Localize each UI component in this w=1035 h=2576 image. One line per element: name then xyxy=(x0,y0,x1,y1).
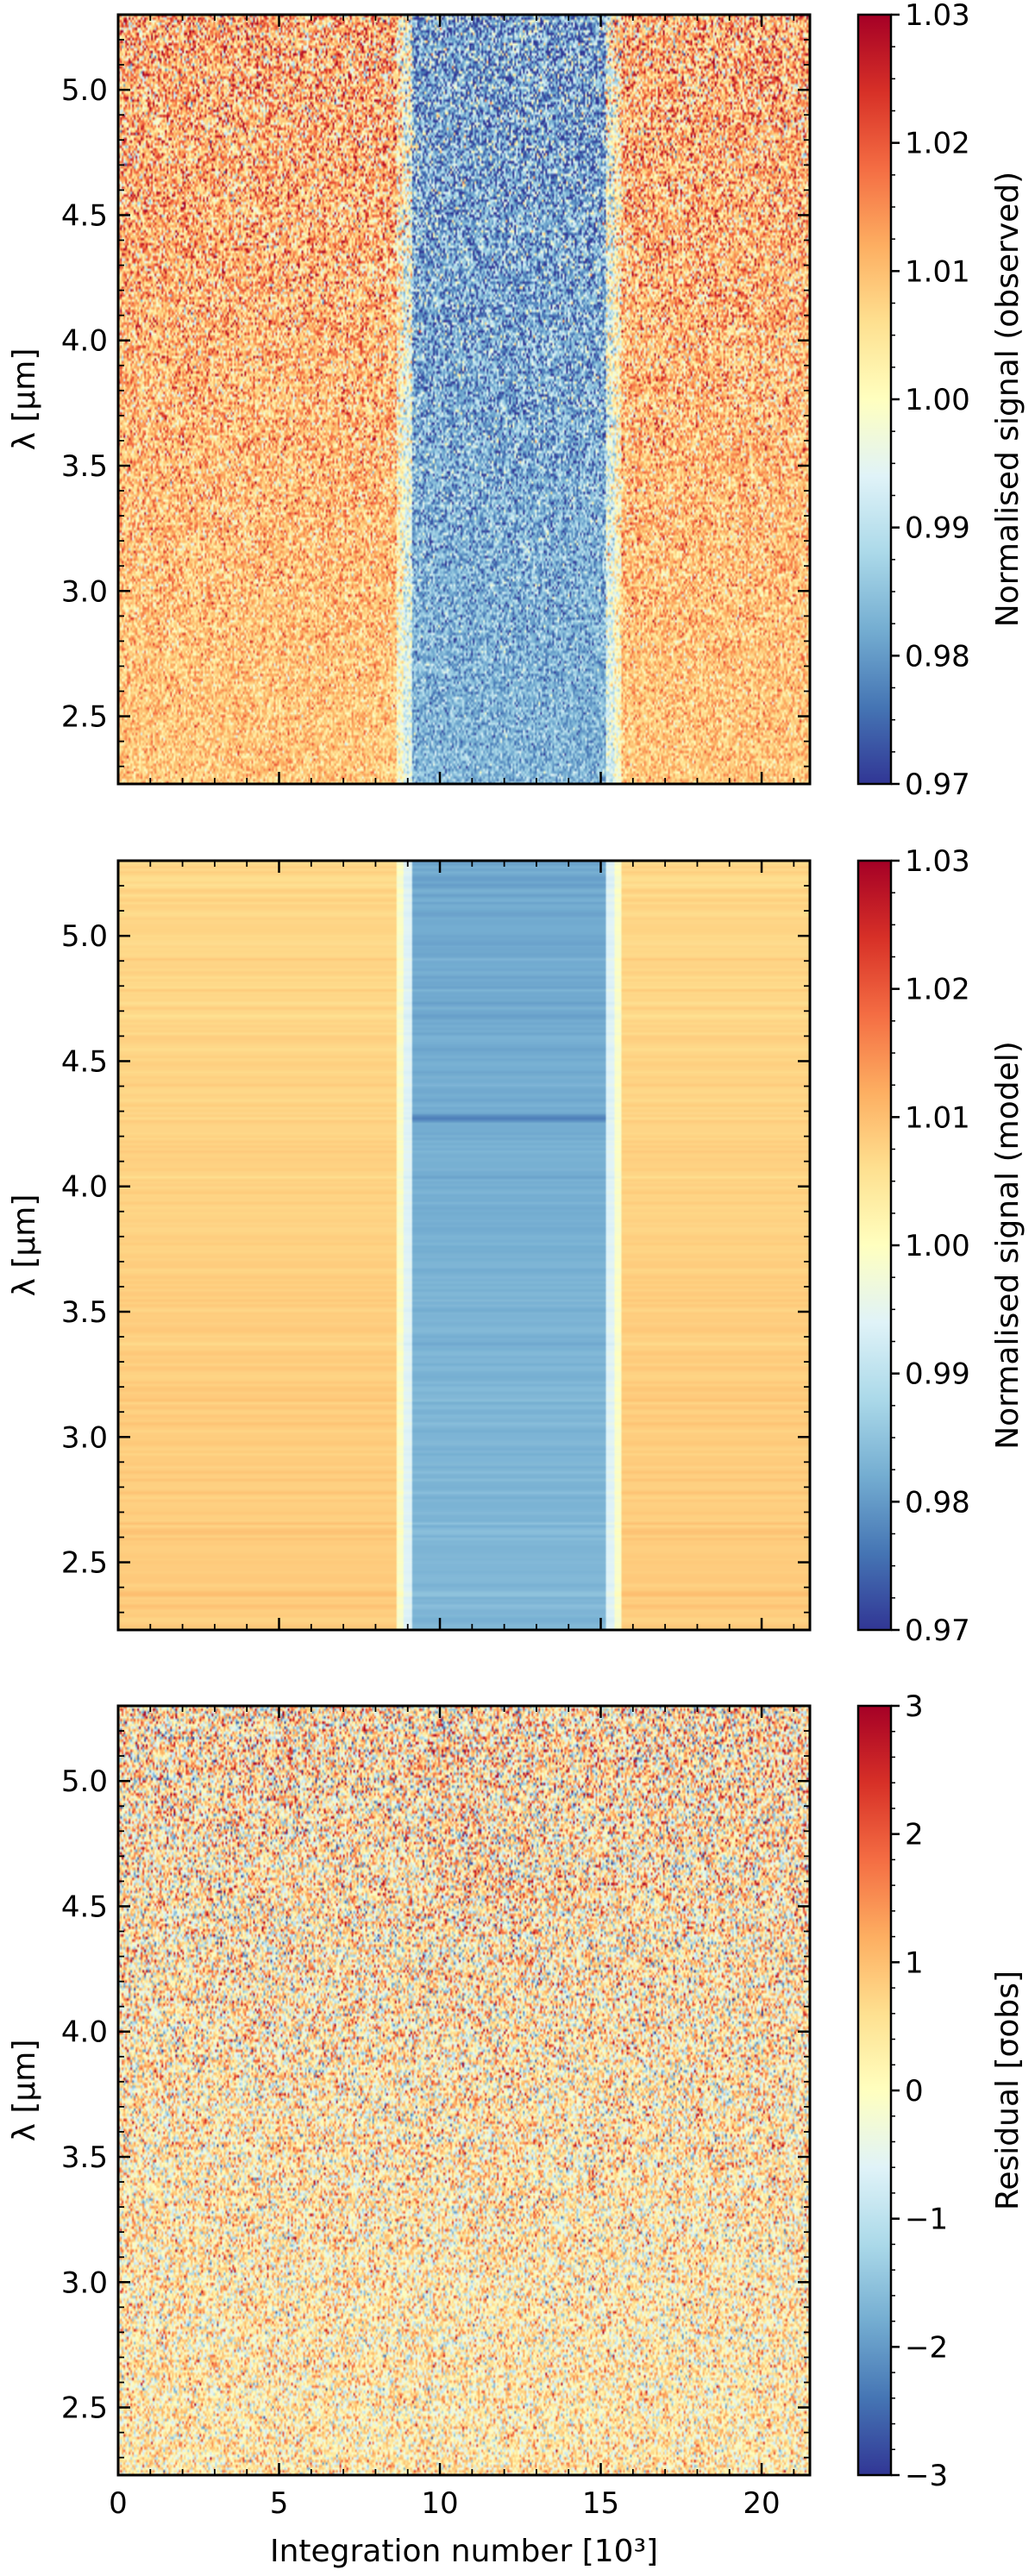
plot-frame xyxy=(116,1704,812,2477)
colorbar-tick-label: −2 xyxy=(905,2330,948,2365)
colorbar-tick-label: −3 xyxy=(905,2459,948,2493)
colorbar-tick-label: −1 xyxy=(905,2203,948,2237)
x-tick-label: 5 xyxy=(270,2486,289,2521)
y-tick-label: 4.0 xyxy=(61,324,108,359)
y-tick-label: 3.0 xyxy=(61,574,108,609)
y-axis-label: λ [μm] xyxy=(7,1194,42,1297)
colorbar-tick-label: 0.98 xyxy=(905,1485,970,1520)
colorbar-gradient xyxy=(858,1706,891,2475)
colorbar-tick-label: 1.00 xyxy=(905,383,970,417)
colorbar-tick-label: 0.98 xyxy=(905,639,970,674)
y-tick-label: 5.0 xyxy=(61,1764,108,1799)
colorbar-gradient xyxy=(858,861,891,1630)
y-tick-label: 3.5 xyxy=(61,1295,108,1330)
colorbar-tick-label: 1.02 xyxy=(905,973,970,1007)
y-tick-label: 3.0 xyxy=(61,1420,108,1455)
colorbar-label: Normalised signal (observed) xyxy=(990,172,1026,627)
colorbar-tick-label: 1.00 xyxy=(905,1229,970,1263)
heatmap-image xyxy=(118,861,810,1630)
colorbar-tick-label: 1.02 xyxy=(905,127,970,161)
colorbar-label: Residual [σobs] xyxy=(990,1971,1026,2210)
y-tick-label: 3.5 xyxy=(61,449,108,484)
plot-frame xyxy=(116,13,812,786)
colorbar: 0.97 0.98 0.99 1.00 1.01 1.02 1.03 Normalised s… xyxy=(856,844,1026,1648)
x-tick-label: 0 xyxy=(109,2486,128,2521)
colorbar-label: Normalised signal (model) xyxy=(990,1041,1026,1450)
x-tick-label: 20 xyxy=(743,2486,780,2521)
x-tick-label: 15 xyxy=(582,2486,619,2521)
x-tick-label: 10 xyxy=(421,2486,458,2521)
colorbar: −3 −2 −1 0 1 2 3 Residual [σobs] xyxy=(856,1689,1026,2493)
colorbar-tick-label: 1.01 xyxy=(905,254,970,289)
colorbar-tick-label: 1.03 xyxy=(905,844,970,879)
colorbar-tick-label: 1.03 xyxy=(905,0,970,33)
colorbar-gradient xyxy=(858,15,891,784)
x-axis-label: Integration number [10³] xyxy=(270,2534,658,2569)
colorbar-tick-label: 0.97 xyxy=(905,1614,970,1648)
colorbar-tick-label: 0 xyxy=(905,2074,924,2109)
y-tick-label: 5.0 xyxy=(61,919,108,954)
colorbar-tick-label: 3 xyxy=(905,1689,924,1724)
y-tick-label: 4.5 xyxy=(61,1890,108,1924)
y-tick-label: 4.5 xyxy=(61,1044,108,1079)
plot-frame xyxy=(116,859,812,1632)
y-tick-label: 5.0 xyxy=(61,73,108,108)
y-tick-label: 2.5 xyxy=(61,1546,108,1581)
colorbar-tick-label: 1 xyxy=(905,1946,924,1980)
y-tick-label: 3.5 xyxy=(61,2140,108,2175)
colorbar-tick-label: 0.99 xyxy=(905,511,970,546)
panel-model: 2.5 3.0 3.5 4.0 4.5 5.0 λ [μm] 0.97 0.98 0.99 1.00… xyxy=(7,844,1026,1648)
heatmap-image xyxy=(118,15,810,784)
colorbar-tick-label: 1.01 xyxy=(905,1100,970,1135)
y-tick-label: 3.0 xyxy=(61,2266,108,2300)
y-tick-label: 4.5 xyxy=(61,198,108,233)
y-axis-label: λ [μm] xyxy=(7,348,42,451)
colorbar-tick-label: 2 xyxy=(905,1818,924,1852)
panel-residual: 2.53.03.54.04.55.00 5 10 15 20λ [μm]Integrat… xyxy=(7,1689,1026,2569)
y-tick-label: 2.5 xyxy=(61,2391,108,2426)
y-tick-label: 4.0 xyxy=(61,1170,108,1205)
colorbar-tick-label: 0.97 xyxy=(905,768,970,802)
y-axis-label: λ [μm] xyxy=(7,2040,42,2142)
colorbar: 0.97 0.98 0.99 1.00 1.01 1.02 1.03 Normalised s… xyxy=(856,0,1026,802)
y-tick-label: 4.0 xyxy=(61,2015,108,2050)
heatmap-image xyxy=(118,1706,810,2475)
colorbar-tick-label: 0.99 xyxy=(905,1357,970,1392)
panel-observed: 2.5 3.0 3.5 4.0 4.5 5.0 λ [μm] 0.97 0.98 0.99 1.00… xyxy=(7,0,1026,802)
y-tick-label: 2.5 xyxy=(61,700,108,735)
